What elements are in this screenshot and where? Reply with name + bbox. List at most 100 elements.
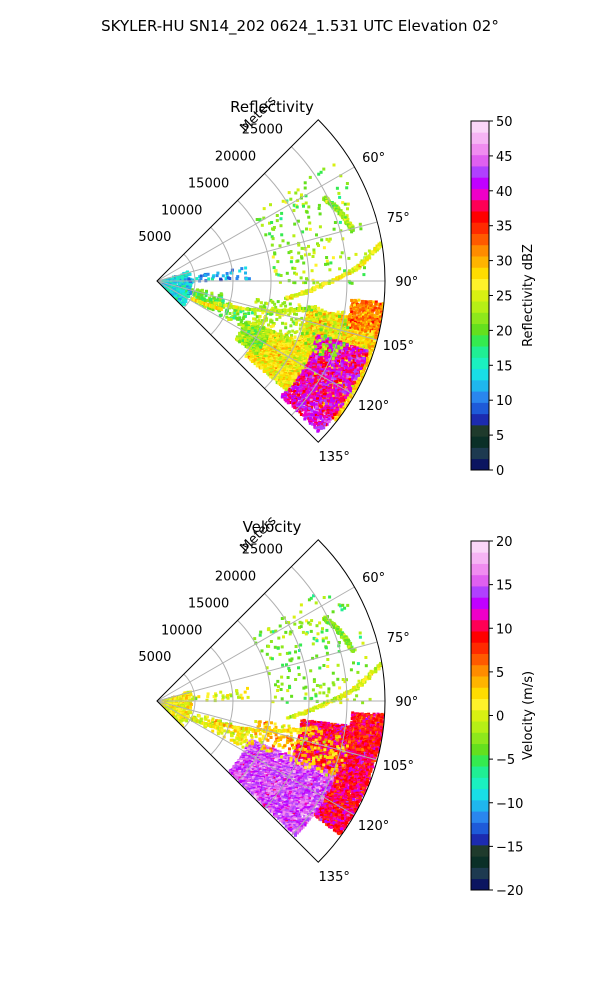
colorbar-swatch-24 xyxy=(471,188,489,201)
colorbar-swatch-6 xyxy=(471,391,489,403)
colorbar-swatch-1 xyxy=(471,447,489,460)
azimuth-tick-label-0: 60° xyxy=(362,151,385,166)
data-region-7 xyxy=(253,594,372,705)
colorbar-swatch-6 xyxy=(471,811,489,823)
colorbar-swatch-15 xyxy=(471,709,489,722)
colorbar-tick-label-3: −5 xyxy=(496,753,515,768)
echo-line-1 xyxy=(284,241,385,301)
colorbar-swatch-10 xyxy=(471,766,489,778)
echo-line-2 xyxy=(322,195,355,234)
range-tick-label-1: 10000 xyxy=(161,623,202,638)
colorbar-tick-label-5: 5 xyxy=(496,666,504,681)
colorbar-tick-label-0: −20 xyxy=(496,884,523,899)
range-tick-label-2: 15000 xyxy=(188,176,229,191)
colorbar-swatch-7 xyxy=(471,799,489,812)
velocity-panel: Velocity 500010000150002000025000Meters6… xyxy=(138,513,536,899)
colorbar-swatch-20 xyxy=(471,233,489,246)
azimuth-spoke-4 xyxy=(156,280,355,396)
colorbar-swatch-3 xyxy=(471,424,489,437)
colorbar-swatch-19 xyxy=(471,664,489,677)
colorbar-tick-label-6: 10 xyxy=(496,622,513,637)
azimuth-tick-label-1: 75° xyxy=(387,211,410,226)
azimuth-tick-label-2: 90° xyxy=(395,275,418,290)
colorbar-tick-label-1: 5 xyxy=(496,429,504,444)
data-region-9 xyxy=(187,266,251,283)
colorbar-swatch-8 xyxy=(471,368,489,381)
colorbar-swatch-27 xyxy=(471,574,489,587)
colorbar-swatch-25 xyxy=(471,177,489,189)
colorbar-swatch-18 xyxy=(471,256,489,268)
azimuth-tick-label-5: 135° xyxy=(319,450,350,465)
colorbar-label: Velocity (m/s) xyxy=(521,671,536,760)
colorbar-swatch-13 xyxy=(471,312,489,325)
data-region-1 xyxy=(228,739,337,837)
colorbar-swatch-23 xyxy=(471,619,489,632)
azimuth-tick-label-1: 75° xyxy=(387,631,410,646)
colorbar-swatch-19 xyxy=(471,244,489,257)
colorbar-swatch-4 xyxy=(471,413,489,426)
velocity-labels: 500010000150002000025000Meters60°75°90°1… xyxy=(138,513,418,885)
colorbar-tick-label-8: 40 xyxy=(496,185,513,200)
colorbar-swatch-28 xyxy=(471,143,489,156)
azimuth-tick-label-2: 90° xyxy=(395,695,418,710)
colorbar-swatch-16 xyxy=(471,278,489,291)
colorbar-swatch-17 xyxy=(471,267,489,280)
data-region-4 xyxy=(346,298,385,336)
azimuth-tick-label-4: 120° xyxy=(358,819,389,834)
data-region-6 xyxy=(188,686,250,703)
colorbar-swatch-14 xyxy=(471,721,489,733)
colorbar-swatch-26 xyxy=(471,586,489,598)
data-region-5 xyxy=(247,298,351,361)
figure-title: SKYLER-HU SN14_202 0624_1.531 UTC Elevat… xyxy=(101,17,499,36)
colorbar-swatch-3 xyxy=(471,844,489,857)
colorbar-swatch-11 xyxy=(471,754,489,767)
sector-frame xyxy=(156,539,386,863)
colorbar-swatch-2 xyxy=(471,856,489,868)
colorbar-tick-label-6: 30 xyxy=(496,255,513,270)
range-tick-label-4: 25000 xyxy=(242,543,283,558)
colorbar-swatch-15 xyxy=(471,289,489,302)
colorbar-swatch-24 xyxy=(471,608,489,621)
echo-line-3 xyxy=(190,716,224,732)
colorbar-swatch-5 xyxy=(471,402,489,415)
colorbar-swatch-30 xyxy=(471,541,489,553)
colorbar-swatch-17 xyxy=(471,687,489,700)
data-region-3 xyxy=(235,320,271,355)
colorbar-swatch-20 xyxy=(471,653,489,666)
colorbar-swatch-10 xyxy=(471,346,489,358)
colorbar-swatch-11 xyxy=(471,334,489,347)
colorbar-tick-label-7: 35 xyxy=(496,220,513,235)
data-region-2 xyxy=(346,711,385,755)
colorbar-swatch-26 xyxy=(471,166,489,178)
colorbar-tick-label-10: 50 xyxy=(496,115,513,130)
sector-frame xyxy=(156,119,386,443)
colorbar-swatch-9 xyxy=(471,357,489,370)
colorbar-swatch-1 xyxy=(471,867,489,880)
azimuth-tick-label-4: 120° xyxy=(358,399,389,414)
range-tick-label-1: 10000 xyxy=(161,203,202,218)
echo-line-1 xyxy=(285,661,384,720)
velocity-data xyxy=(159,594,385,837)
colorbar-swatch-21 xyxy=(471,222,489,234)
data-region-3 xyxy=(247,720,351,784)
velocity-colorbar: −20 −15 −10 −5 0 5 10 15 20 Velocity (m/s) xyxy=(470,535,536,899)
range-tick-label-4: 25000 xyxy=(242,123,283,138)
echo-line-3 xyxy=(190,296,223,311)
azimuth-tick-label-5: 135° xyxy=(319,870,350,885)
colorbar-swatch-22 xyxy=(471,211,489,223)
colorbar-swatch-30 xyxy=(471,121,489,133)
colorbar-swatch-14 xyxy=(471,301,489,313)
azimuth-spoke-3 xyxy=(156,700,378,761)
azimuth-spoke-3 xyxy=(156,280,378,341)
azimuth-spoke-4 xyxy=(156,700,355,816)
colorbar-tick-label-2: −10 xyxy=(496,797,523,812)
colorbar-tick-label-7: 15 xyxy=(496,579,513,594)
range-tick-label-3: 20000 xyxy=(215,570,256,585)
colorbar-swatch-23 xyxy=(471,199,489,212)
colorbar-swatch-27 xyxy=(471,154,489,167)
reflectivity-panel: Reflectivity 500010000150002000025000Met… xyxy=(138,93,536,479)
colorbar-swatch-28 xyxy=(471,563,489,576)
range-tick-label-3: 20000 xyxy=(215,150,256,165)
azimuth-tick-label-3: 105° xyxy=(383,759,414,774)
echo-line-2 xyxy=(322,615,356,653)
